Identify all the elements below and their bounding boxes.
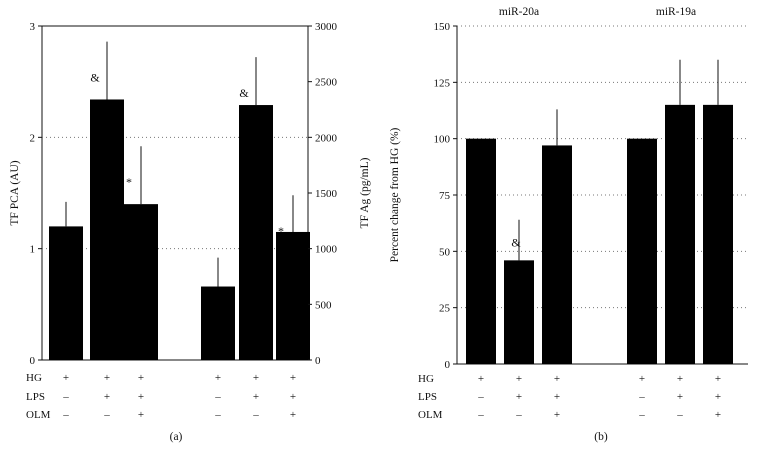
condition-sign: – xyxy=(252,409,259,421)
bar xyxy=(665,104,695,364)
right-axis-tick-label: 500 xyxy=(315,299,332,311)
bar xyxy=(276,231,310,360)
condition-sign: + xyxy=(253,391,259,403)
condition-sign: – xyxy=(515,409,522,421)
condition-sign: + xyxy=(138,372,144,384)
significance-mark: & xyxy=(511,235,521,249)
bar xyxy=(466,138,496,364)
condition-sign: + xyxy=(104,391,110,403)
condition-sign: + xyxy=(715,373,721,385)
right-axis-tick-label: 0 xyxy=(315,355,321,367)
bar xyxy=(49,226,83,360)
bar xyxy=(90,99,124,360)
condition-sign: + xyxy=(138,409,144,421)
condition-sign: + xyxy=(104,372,110,384)
bar xyxy=(504,260,534,364)
condition-row-label: OLM xyxy=(418,409,443,421)
y-axis-tick-label: 100 xyxy=(434,134,451,146)
condition-sign: – xyxy=(62,409,69,421)
condition-sign: – xyxy=(477,409,484,421)
condition-sign: + xyxy=(677,373,683,385)
condition-sign: + xyxy=(253,372,259,384)
y-axis-tick-label: 25 xyxy=(439,303,451,315)
panel-b-label: (b) xyxy=(594,431,608,443)
bar xyxy=(627,138,657,364)
condition-row-label: OLM xyxy=(26,409,51,421)
condition-sign: + xyxy=(554,409,560,421)
panel-a-right-axis-title: TF Ag (pg/mL) xyxy=(359,157,371,228)
condition-row-label: HG xyxy=(418,373,434,385)
panel-a-chart: & * & * 0 1 2 3 0 500 1000 1500 2000 2500 3000 TF PC… xyxy=(9,21,371,443)
condition-row-label: HG xyxy=(26,372,42,384)
condition-sign: – xyxy=(676,409,683,421)
right-axis-tick-label: 2000 xyxy=(315,132,338,144)
y-axis-tick-label: 0 xyxy=(445,359,451,371)
condition-sign: – xyxy=(214,409,221,421)
bar xyxy=(124,204,158,360)
condition-sign: – xyxy=(62,391,69,403)
right-axis-tick-label: 1000 xyxy=(315,244,338,256)
condition-sign: + xyxy=(516,373,522,385)
left-axis-tick-label: 0 xyxy=(30,355,36,367)
panel-a-label: (a) xyxy=(170,431,183,443)
condition-sign: + xyxy=(554,391,560,403)
condition-sign: + xyxy=(290,372,296,384)
condition-sign: + xyxy=(516,391,522,403)
condition-row-label: LPS xyxy=(418,391,437,403)
condition-sign: + xyxy=(63,372,69,384)
panel-b-y-axis-title: Percent change from HG (%) xyxy=(389,127,401,262)
right-axis-tick-label: 3000 xyxy=(315,21,338,33)
panel-b-group-title-mir20a: miR-20a xyxy=(499,6,539,18)
y-axis-tick-label: 50 xyxy=(439,246,451,258)
condition-sign: – xyxy=(638,409,645,421)
condition-sign: + xyxy=(715,409,721,421)
significance-mark: & xyxy=(239,86,249,100)
right-axis-tick-label: 2500 xyxy=(315,77,338,89)
condition-sign: + xyxy=(215,372,221,384)
left-axis-tick-label: 3 xyxy=(30,21,36,33)
y-axis-tick-label: 75 xyxy=(439,190,451,202)
left-axis-tick-label: 1 xyxy=(30,244,36,256)
condition-sign: + xyxy=(715,391,721,403)
bar xyxy=(201,286,235,360)
significance-mark: * xyxy=(278,224,284,238)
significance-mark: & xyxy=(90,71,100,85)
condition-sign: – xyxy=(214,391,221,403)
condition-sign: + xyxy=(554,373,560,385)
bar xyxy=(542,145,572,364)
bar xyxy=(703,104,733,364)
y-axis-tick-label: 150 xyxy=(434,21,451,33)
condition-sign: + xyxy=(639,373,645,385)
panel-b-group-title-mir19a: miR-19a xyxy=(656,6,696,18)
condition-sign: + xyxy=(677,391,683,403)
condition-sign: + xyxy=(290,409,296,421)
panel-a-left-axis-title: TF PCA (AU) xyxy=(9,160,21,225)
panel-b-chart: & 0 25 50 75 100 125 150 miR-20a miR-19a Perce… xyxy=(389,6,748,443)
right-axis-tick-label: 1500 xyxy=(315,188,338,200)
bar xyxy=(239,105,273,361)
condition-sign: – xyxy=(103,409,110,421)
condition-sign: – xyxy=(638,391,645,403)
condition-sign: – xyxy=(477,391,484,403)
significance-mark: * xyxy=(126,175,132,189)
condition-row-label: LPS xyxy=(26,391,45,403)
condition-sign: + xyxy=(138,391,144,403)
y-axis-tick-label: 125 xyxy=(434,77,451,89)
condition-sign: + xyxy=(290,391,296,403)
condition-sign: + xyxy=(478,373,484,385)
left-axis-tick-label: 2 xyxy=(30,132,36,144)
